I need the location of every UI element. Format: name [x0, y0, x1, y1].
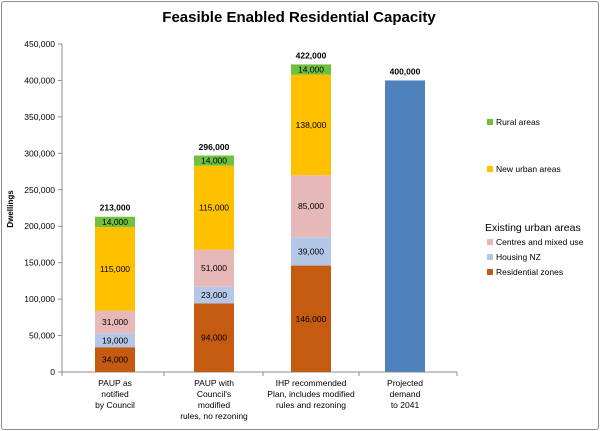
bar-segment: [194, 165, 234, 250]
y-tick-label: 100,000: [24, 294, 55, 304]
bar-value-label: 34,000: [102, 355, 128, 365]
bar-value-label: 14,000: [201, 156, 227, 166]
y-tick-label: 400,000: [24, 75, 55, 85]
bar-value-label: 138,000: [296, 120, 327, 130]
x-tick-label: Projected: [387, 378, 423, 388]
bar-value-label: 14,000: [298, 65, 324, 75]
bar-total-label: 422,000: [296, 50, 327, 60]
bar-segment: [291, 175, 331, 238]
bar-segment: [95, 333, 135, 348]
x-tick-label: modified: [198, 400, 230, 410]
bar-segment: [194, 155, 234, 166]
bar-total-label: 400,000: [390, 66, 421, 76]
bar-value-label: 85,000: [298, 201, 324, 211]
y-tick-label: 200,000: [24, 221, 55, 231]
bar-segment: [291, 265, 331, 372]
legend-swatch: [487, 119, 493, 125]
bar-segment: [194, 303, 234, 372]
x-tick-label: Plan, includes modified: [267, 389, 355, 399]
bar-value-label: 39,000: [298, 246, 324, 256]
bar-value-label: 94,000: [201, 333, 227, 343]
bar-segment: [194, 286, 234, 304]
x-tick-label: rules and rezoning: [276, 400, 346, 410]
bar-value-label: 115,000: [199, 203, 229, 213]
bars: 34,000 19,000 31,000 115,000 14,000 213,000 94…: [95, 50, 425, 372]
y-tick-label: 50,000: [29, 331, 55, 341]
y-tick-label: 350,000: [24, 112, 55, 122]
x-tick-label: by Council: [95, 400, 135, 410]
legend-swatch: [487, 239, 493, 245]
legend-item-label: Residential zones: [496, 267, 563, 277]
bar-segment: [291, 64, 331, 75]
bar-value-label: 115,000: [100, 264, 130, 274]
chart-title: Feasible Enabled Residential Capacity: [162, 9, 436, 26]
legend-item-label: Rural areas: [496, 117, 540, 127]
legend-item-label: Centres and mixed use: [496, 237, 584, 247]
x-tick-label: PAUP as: [98, 378, 132, 388]
bar-segment: [95, 226, 135, 311]
bar-segment: [291, 237, 331, 266]
bar-segment: [95, 216, 135, 227]
bar-segment: [194, 249, 234, 287]
legend: Rural areas New urban areas Centres and mi…: [485, 117, 584, 277]
bar-segment: [95, 347, 135, 372]
x-tick-label: Council's: [197, 389, 231, 399]
bar-segment: [385, 80, 425, 372]
legend-swatch: [487, 166, 493, 172]
bar-value-label: 19,000: [102, 335, 128, 345]
legend-item-label: Housing NZ: [496, 252, 541, 262]
x-tick-label: PAUP with: [194, 378, 234, 388]
bar-value-label: 14,000: [102, 217, 128, 227]
legend-swatch: [487, 254, 493, 260]
x-tick-label: notified: [101, 389, 129, 399]
bar-value-label: 23,000: [201, 290, 227, 300]
x-tick-label: demand: [390, 389, 421, 399]
bar-segment: [95, 310, 135, 334]
y-tick-label: 450,000: [24, 39, 55, 49]
bar-value-label: 146,000: [296, 314, 327, 324]
bar-value-label: 31,000: [102, 317, 128, 327]
bar-value-label: 51,000: [201, 263, 227, 273]
y-tick-label: 250,000: [24, 185, 55, 195]
bar-total-label: 296,000: [199, 142, 230, 152]
x-tick-label: IHP recommended: [276, 378, 347, 388]
y-ticks: 0 50,000 100,000 150,000 200,000 250,000 300,0…: [24, 39, 458, 377]
y-tick-label: 150,000: [24, 258, 55, 268]
y-tick-label: 300,000: [24, 148, 55, 158]
x-tick-label: to 2041: [391, 400, 420, 410]
legend-group-title: Existing urban areas: [485, 222, 581, 234]
bar-total-label: 213,000: [100, 203, 131, 213]
x-tick-label: rules, no rezoning: [180, 411, 248, 421]
bar-segment: [291, 74, 331, 176]
legend-swatch: [487, 269, 493, 275]
y-axis-label: Dwellings: [6, 190, 15, 228]
y-tick-label: 0: [50, 367, 55, 377]
legend-item-label: New urban areas: [496, 164, 561, 174]
